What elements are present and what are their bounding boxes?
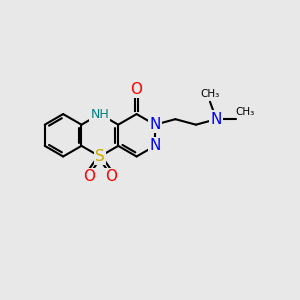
Text: CH₃: CH₃ bbox=[200, 89, 220, 99]
Text: CH₃: CH₃ bbox=[236, 107, 255, 117]
Text: N: N bbox=[149, 117, 161, 132]
Text: O: O bbox=[83, 169, 95, 184]
Text: O: O bbox=[130, 82, 142, 97]
Text: N: N bbox=[149, 138, 161, 153]
Text: O: O bbox=[105, 169, 117, 184]
Text: S: S bbox=[95, 149, 105, 164]
Text: N: N bbox=[211, 112, 222, 127]
Text: NH: NH bbox=[91, 108, 109, 121]
